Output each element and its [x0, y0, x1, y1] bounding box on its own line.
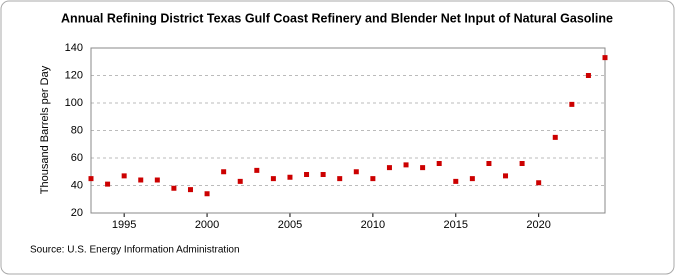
plot-area	[90, 47, 606, 214]
point	[536, 180, 542, 186]
point	[204, 191, 210, 197]
x-tick-label: 1995	[112, 219, 136, 231]
y-tick-label: 120	[65, 69, 83, 81]
y-tick-label: 140	[65, 42, 83, 54]
y-tick-label: 100	[65, 97, 83, 109]
point	[105, 181, 111, 187]
point	[254, 167, 260, 173]
point	[88, 176, 94, 182]
y-axis-label: Thousand Barrels per Day	[39, 65, 51, 194]
point	[154, 177, 160, 183]
point	[304, 172, 310, 177]
point	[370, 176, 376, 182]
point	[138, 177, 144, 183]
point	[552, 134, 558, 140]
x-tick-label: 2020	[526, 219, 550, 231]
y-tick-label: 40	[71, 179, 83, 191]
chart-title: Annual Refining District Texas Gulf Coas…	[61, 11, 613, 25]
point	[171, 185, 177, 191]
point	[486, 161, 492, 166]
x-tick-label: 2000	[195, 219, 219, 231]
point	[353, 169, 359, 175]
point	[320, 172, 326, 177]
point	[237, 178, 243, 184]
point	[187, 187, 193, 193]
point	[602, 55, 608, 61]
y-tick-label: 20	[71, 207, 83, 219]
point	[287, 174, 293, 180]
point	[519, 161, 525, 166]
point	[337, 176, 343, 182]
point	[436, 161, 442, 166]
x-tick-label: 2015	[444, 219, 468, 231]
y-tick-label: 80	[71, 124, 83, 136]
x-tick-label: 2010	[361, 219, 385, 231]
point	[469, 176, 475, 182]
point	[386, 165, 392, 171]
point	[221, 169, 227, 175]
point	[270, 176, 276, 182]
point	[503, 173, 509, 179]
point	[121, 173, 127, 179]
source-note: Source: U.S. Energy Information Administ…	[30, 245, 240, 256]
y-tick-label: 60	[71, 152, 83, 164]
point	[569, 101, 575, 107]
x-tick-label: 2005	[278, 219, 302, 231]
point	[585, 73, 591, 78]
point	[453, 178, 459, 184]
point	[403, 162, 409, 168]
point	[420, 165, 426, 171]
